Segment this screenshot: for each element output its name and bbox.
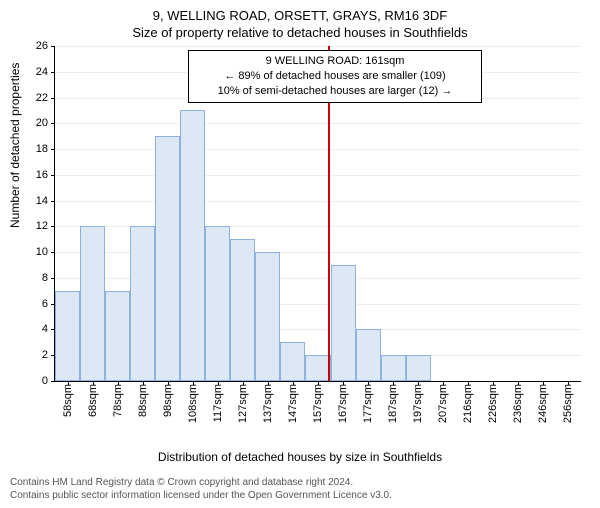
histogram-bar bbox=[305, 355, 330, 381]
x-tick-label: 117sqm bbox=[212, 384, 224, 422]
x-tick-label: 216sqm bbox=[462, 384, 474, 423]
chart-title-line1: 9, WELLING ROAD, ORSETT, GRAYS, RM16 3DF bbox=[0, 8, 600, 23]
y-tick-label: 2 bbox=[18, 349, 48, 361]
y-tick-mark bbox=[51, 175, 55, 176]
x-tick-label: 58sqm bbox=[62, 384, 74, 417]
y-tick-label: 20 bbox=[18, 117, 48, 129]
y-tick-label: 4 bbox=[18, 323, 48, 335]
x-tick-label: 108sqm bbox=[187, 384, 199, 423]
y-tick-label: 26 bbox=[18, 40, 48, 52]
y-tick-mark bbox=[51, 149, 55, 150]
y-tick-mark bbox=[51, 72, 55, 73]
annotation-line2: ← 89% of detached houses are smaller (10… bbox=[195, 69, 475, 84]
x-tick-label: 157sqm bbox=[312, 384, 324, 423]
y-tick-label: 8 bbox=[18, 272, 48, 284]
histogram-bar bbox=[406, 355, 431, 381]
x-tick-label: 236sqm bbox=[512, 384, 524, 423]
gridline bbox=[55, 46, 581, 47]
chart-area: 58sqm68sqm78sqm88sqm98sqm108sqm117sqm127… bbox=[54, 46, 580, 381]
x-tick-label: 197sqm bbox=[412, 384, 424, 423]
y-tick-label: 16 bbox=[18, 169, 48, 181]
y-tick-label: 12 bbox=[18, 220, 48, 232]
y-tick-mark bbox=[51, 381, 55, 382]
y-tick-mark bbox=[51, 226, 55, 227]
histogram-bar bbox=[155, 136, 180, 381]
histogram-bar bbox=[356, 329, 381, 381]
x-tick-label: 246sqm bbox=[537, 384, 549, 423]
chart-title-line2: Size of property relative to detached ho… bbox=[0, 25, 600, 40]
footnote-line1: Contains HM Land Registry data © Crown c… bbox=[10, 477, 590, 490]
y-tick-label: 18 bbox=[18, 143, 48, 155]
y-tick-mark bbox=[51, 98, 55, 99]
x-tick-label: 68sqm bbox=[87, 384, 99, 417]
x-tick-label: 137sqm bbox=[262, 384, 274, 423]
annotation-box: 9 WELLING ROAD: 161sqm← 89% of detached … bbox=[188, 50, 482, 103]
x-tick-label: 177sqm bbox=[362, 384, 374, 423]
footnote-line2: Contains public sector information licen… bbox=[10, 490, 590, 503]
y-tick-mark bbox=[51, 278, 55, 279]
x-axis-label: Distribution of detached houses by size … bbox=[0, 450, 600, 464]
histogram-bar bbox=[130, 226, 155, 381]
histogram-bar bbox=[205, 226, 230, 381]
x-tick-label: 127sqm bbox=[237, 384, 249, 423]
gridline bbox=[55, 201, 581, 202]
x-tick-label: 187sqm bbox=[387, 384, 399, 423]
footnote: Contains HM Land Registry data © Crown c… bbox=[10, 477, 590, 502]
x-tick-label: 88sqm bbox=[137, 384, 149, 417]
gridline bbox=[55, 175, 581, 176]
x-tick-label: 167sqm bbox=[337, 384, 349, 423]
gridline bbox=[55, 149, 581, 150]
annotation-line1: 9 WELLING ROAD: 161sqm bbox=[195, 54, 475, 69]
y-tick-label: 24 bbox=[18, 66, 48, 78]
x-tick-label: 98sqm bbox=[162, 384, 174, 417]
y-tick-label: 14 bbox=[18, 195, 48, 207]
histogram-bar bbox=[255, 252, 280, 381]
x-tick-label: 226sqm bbox=[487, 384, 499, 423]
annotation-line3: 10% of semi-detached houses are larger (… bbox=[195, 84, 475, 99]
x-tick-label: 256sqm bbox=[562, 384, 574, 423]
histogram-bar bbox=[381, 355, 406, 381]
y-tick-mark bbox=[51, 252, 55, 253]
x-tick-label: 78sqm bbox=[112, 384, 124, 417]
x-tick-label: 207sqm bbox=[437, 384, 449, 423]
histogram-bar bbox=[180, 110, 205, 381]
histogram-bar bbox=[80, 226, 105, 381]
y-tick-mark bbox=[51, 201, 55, 202]
y-tick-label: 6 bbox=[18, 298, 48, 310]
y-tick-label: 22 bbox=[18, 92, 48, 104]
y-tick-mark bbox=[51, 123, 55, 124]
y-tick-label: 0 bbox=[18, 375, 48, 387]
histogram-bar bbox=[105, 291, 130, 381]
gridline bbox=[55, 123, 581, 124]
histogram-bar bbox=[55, 291, 80, 381]
y-tick-mark bbox=[51, 46, 55, 47]
y-tick-label: 10 bbox=[18, 246, 48, 258]
x-tick-label: 147sqm bbox=[287, 384, 299, 423]
histogram-bar bbox=[280, 342, 305, 381]
plot-region: 58sqm68sqm78sqm88sqm98sqm108sqm117sqm127… bbox=[54, 46, 581, 382]
histogram-bar bbox=[331, 265, 356, 381]
histogram-bar bbox=[230, 239, 255, 381]
